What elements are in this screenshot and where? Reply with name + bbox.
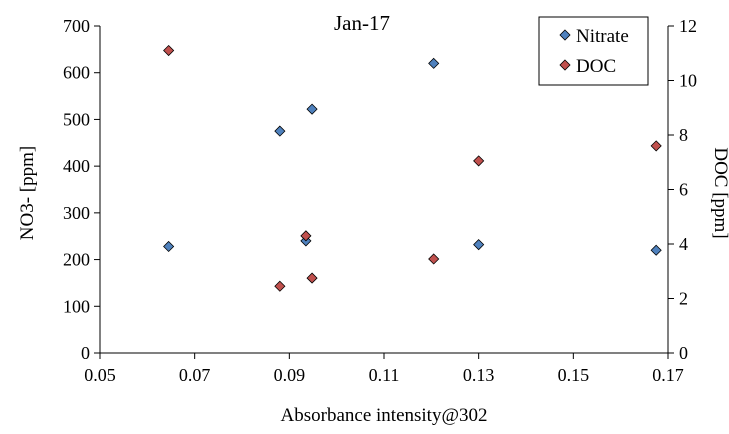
y-left-tick-label: 600	[63, 63, 90, 83]
y-right-tick-label: 6	[679, 180, 688, 200]
data-point-nitrate	[428, 57, 440, 69]
y-right-tick-label: 2	[679, 289, 688, 309]
data-point-doc	[300, 230, 312, 242]
y-left-tick-label: 700	[63, 16, 90, 36]
chart-title: Jan-17	[334, 11, 390, 35]
x-tick-label: 0.15	[558, 365, 590, 385]
data-point-nitrate	[306, 103, 318, 115]
data-point-nitrate	[650, 244, 662, 256]
data-point-doc	[650, 140, 662, 152]
legend-box	[538, 16, 649, 86]
legend-label-nitrate: Nitrate	[576, 26, 629, 47]
y-right-tick-label: 12	[679, 16, 697, 36]
x-tick-label: 0.09	[274, 365, 306, 385]
y-right-tick-label: 0	[679, 343, 688, 363]
x-tick-label: 0.11	[369, 365, 400, 385]
data-point-doc	[473, 155, 485, 167]
y-left-tick-label: 400	[63, 156, 90, 176]
x-tick-label: 0.13	[463, 365, 495, 385]
y-right-tick-label: 8	[679, 125, 688, 145]
y-left-tick-label: 200	[63, 250, 90, 270]
x-axis-label: Absorbance intensity@302	[281, 405, 488, 426]
x-tick-label: 0.17	[652, 365, 684, 385]
legend-marker-doc	[559, 59, 571, 71]
x-tick-label: 0.07	[179, 365, 211, 385]
y-right-tick-label: 10	[679, 71, 697, 91]
y-left-tick-label: 500	[63, 109, 90, 129]
legend-marker-nitrate	[559, 29, 571, 41]
y-left-tick-label: 100	[63, 296, 90, 316]
data-point-nitrate	[473, 239, 485, 251]
y-right-tick-label: 4	[679, 234, 688, 254]
legend: Nitrate DOC	[538, 16, 649, 86]
legend-label-doc: DOC	[576, 56, 616, 77]
x-tick-label: 0.05	[84, 365, 116, 385]
y-left-tick-label: 0	[81, 343, 90, 363]
data-point-nitrate	[163, 240, 175, 253]
data-point-doc	[274, 280, 286, 292]
y-axis-label-right: DOC [ppm]	[710, 147, 729, 238]
y-axis-label-left: NO3- [ppm]	[17, 146, 38, 240]
data-points	[163, 44, 662, 292]
data-point-doc	[163, 44, 175, 57]
ticks: 0.05 0.07 0.09 0.11 0.13 0.15 0.17010020030040…	[63, 16, 697, 385]
data-point-doc	[428, 253, 440, 265]
data-point-nitrate	[274, 125, 286, 137]
y-left-tick-label: 300	[63, 203, 90, 223]
data-point-doc	[306, 272, 318, 284]
